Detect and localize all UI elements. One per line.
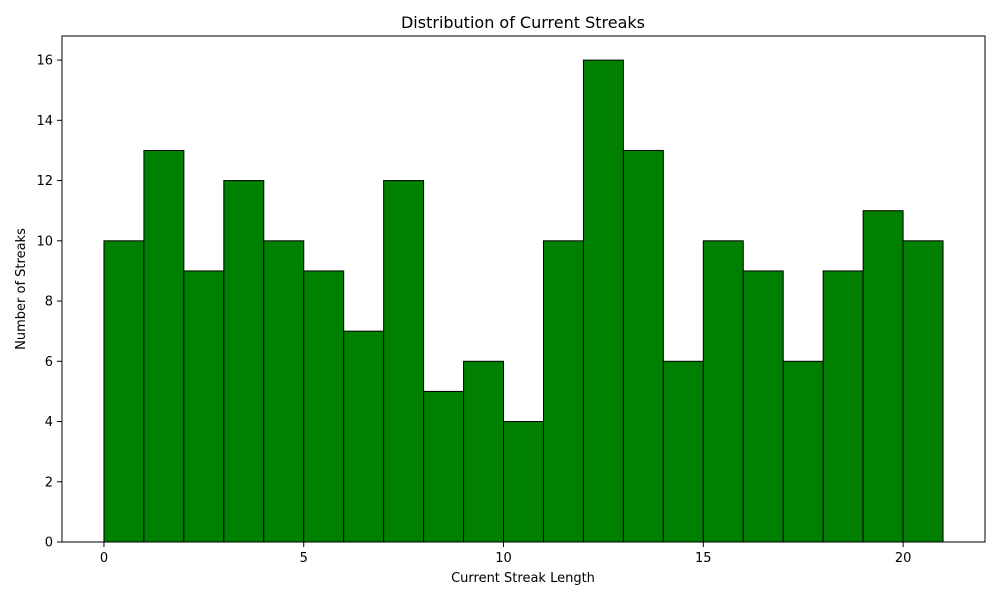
histogram-bar (582, 59, 624, 543)
y-tick-label: 16 (36, 54, 53, 69)
y-tick-label: 14 (36, 114, 53, 129)
y-tick-label: 2 (45, 475, 53, 490)
x-tick-label: 5 (300, 551, 308, 566)
x-tick-label: 20 (895, 551, 912, 566)
histogram-bar (622, 149, 664, 543)
y-tick-label: 8 (45, 295, 53, 310)
histogram-bar (423, 390, 465, 543)
bars-group (103, 59, 944, 543)
x-tick-label: 15 (695, 551, 712, 566)
y-tick-label: 6 (45, 355, 53, 370)
histogram-bar (223, 180, 265, 543)
histogram-bar (902, 240, 944, 543)
histogram-bar (383, 180, 425, 543)
plot-frame (61, 35, 986, 543)
histogram-bar (263, 240, 305, 543)
chart-title: Distribution of Current Streaks (401, 13, 645, 32)
y-tick-label: 0 (45, 536, 53, 551)
histogram-bar (782, 360, 824, 543)
histogram-bar (103, 240, 145, 543)
histogram-bar (183, 270, 225, 543)
x-axis-ticks: 0 5 10 15 20 (100, 542, 912, 566)
histogram-bar (303, 270, 345, 543)
x-tick-label: 0 (100, 551, 108, 566)
y-tick-label: 12 (36, 174, 53, 189)
histogram-bar (463, 360, 505, 543)
histogram-bar (862, 210, 904, 543)
histogram-bar (503, 421, 544, 543)
y-tick-label: 10 (36, 234, 53, 249)
y-tick-label: 4 (45, 415, 53, 430)
histogram-bar (542, 240, 584, 543)
histogram-bar (702, 240, 744, 543)
histogram-bar (822, 270, 864, 543)
x-tick-label: 10 (495, 551, 512, 566)
histogram-bar (662, 360, 704, 543)
histogram-bar (343, 330, 385, 543)
y-axis-label: Number of Streaks (14, 228, 29, 350)
histogram-bar (742, 270, 784, 543)
x-axis-label: Current Streak Length (451, 571, 595, 586)
histogram-bar (143, 149, 185, 543)
y-axis-ticks: 0 2 4 6 8 10 12 14 16 (36, 54, 62, 551)
